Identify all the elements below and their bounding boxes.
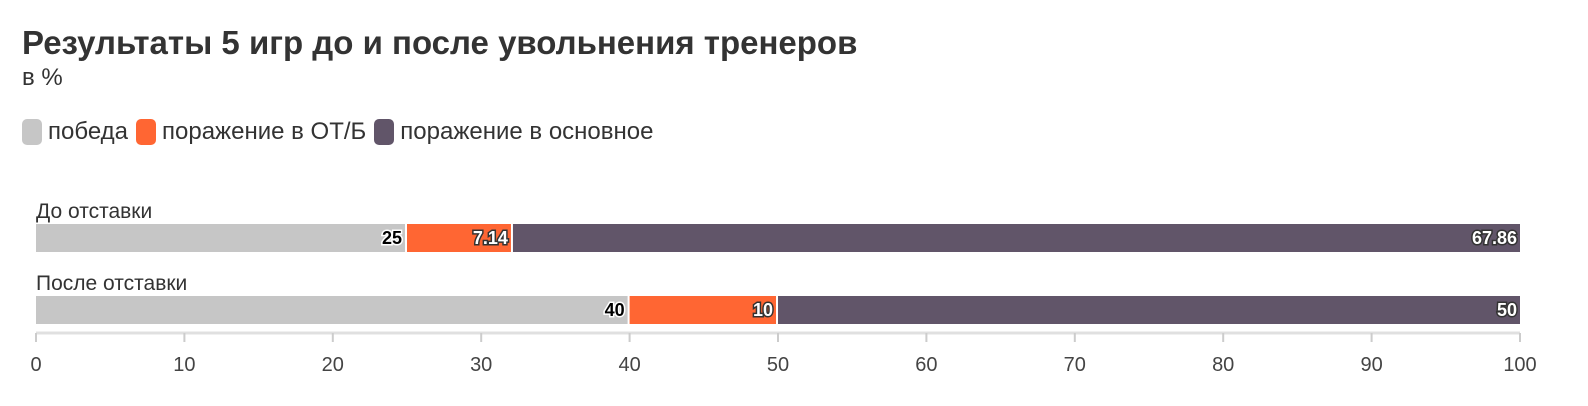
legend-item-win: победа	[22, 118, 128, 146]
legend-item-regulation-loss: поражение в основное	[374, 118, 653, 146]
bar-segment	[36, 296, 628, 324]
legend-label-win: победа	[48, 118, 128, 145]
chart-subtitle: в %	[22, 64, 63, 91]
x-tick-label: 20	[322, 354, 344, 376]
legend-label-ot-loss: поражение в ОТ/Б	[162, 118, 367, 145]
chart-title: Результаты 5 игр до и после увольнения т…	[22, 24, 858, 61]
x-tick-label: 100	[1503, 354, 1536, 376]
bar-value-label: 40	[605, 300, 625, 320]
bar-value-label: 7.14	[473, 228, 508, 248]
legend-swatch-ot-loss	[136, 119, 156, 145]
x-tick-label: 60	[915, 354, 937, 376]
legend: победа поражение в ОТ/Б поражение в осно…	[22, 118, 661, 146]
bar-value-label: 25	[382, 228, 402, 248]
x-tick-label: 90	[1360, 354, 1382, 376]
legend-swatch-win	[22, 119, 42, 145]
bar-segment	[778, 296, 1520, 324]
legend-label-regulation-loss: поражение в основное	[400, 118, 654, 145]
row-label: После отставки	[36, 272, 187, 295]
x-tick-label: 30	[470, 354, 492, 376]
bar-segment	[512, 224, 1520, 252]
bar-value-label: 50	[1497, 300, 1517, 320]
x-tick-label: 80	[1212, 354, 1234, 376]
bar-value-label: 67.86	[1472, 228, 1517, 248]
x-tick-label: 50	[767, 354, 789, 376]
bar-segment	[629, 296, 776, 324]
x-tick-label: 70	[1064, 354, 1086, 376]
x-tick-label: 0	[30, 354, 41, 376]
x-tick-label: 10	[173, 354, 195, 376]
legend-item-ot-loss: поражение в ОТ/Б	[136, 118, 366, 146]
legend-swatch-regulation-loss	[374, 119, 395, 145]
bar-value-label: 10	[753, 300, 773, 320]
x-tick-label: 40	[618, 354, 640, 376]
bar-segment	[407, 224, 511, 252]
bar-segment	[36, 224, 405, 252]
row-label: До отставки	[36, 200, 152, 223]
